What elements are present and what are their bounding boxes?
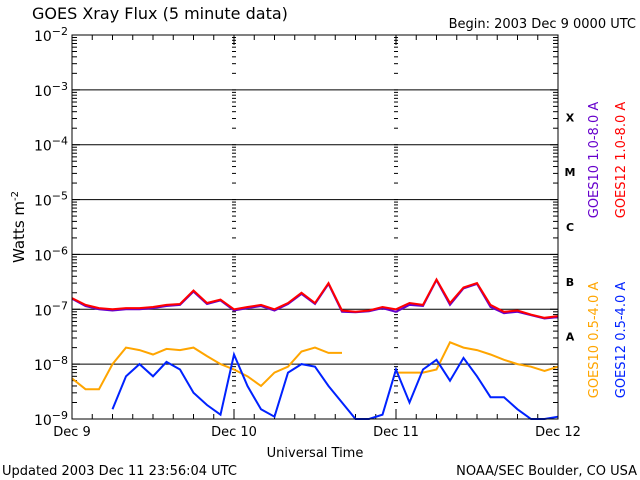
series-line-2 [71, 341, 559, 391]
chart-title: GOES Xray Flux (5 minute data) [32, 4, 288, 23]
flare-class-label: X [566, 111, 575, 124]
y-tick-label: 10−4 [34, 135, 68, 155]
y-axis-label: Watts m-2 [10, 191, 28, 263]
series-line-1 [71, 277, 559, 319]
x-axis-label: Universal Time [267, 446, 364, 461]
x-tick-label: Dec 12 [535, 425, 581, 440]
x-tick-label: Dec 9 [53, 425, 91, 440]
x-tick-label: Dec 10 [211, 425, 257, 440]
legend-entry: GOES12 1.0-8.0 A [614, 102, 629, 219]
legend-entry: GOES12 0.5-4.0 A [614, 282, 629, 399]
y-tick-label: 10−8 [34, 354, 68, 374]
legend-entry: GOES10 0.5-4.0 A [587, 282, 602, 399]
chart-subtitle: Begin: 2003 Dec 9 0000 UTC [449, 17, 636, 32]
y-tick-label: 10−9 [34, 409, 68, 429]
flare-class-label: A [566, 331, 575, 344]
series-line-0 [71, 277, 559, 320]
y-tick-label: 10−2 [34, 25, 68, 45]
updated-timestamp: Updated 2003 Dec 11 23:56:04 UTC [2, 464, 237, 479]
y-tick-label: 10−5 [34, 190, 68, 210]
flare-class-label: C [566, 221, 574, 234]
credit-text: NOAA/SEC Boulder, CO USA [456, 464, 637, 479]
flare-class-label: M [565, 166, 576, 179]
y-tick-label: 10−3 [34, 80, 68, 100]
y-tick-label: 10−7 [34, 299, 68, 319]
y-tick-label: 10−6 [34, 244, 68, 264]
legend-entry: GOES10 1.0-8.0 A [587, 102, 602, 219]
plot-frame [71, 34, 559, 420]
x-tick-label: Dec 11 [373, 425, 419, 440]
series-line-3 [111, 351, 559, 420]
flare-class-label: B [566, 276, 574, 289]
